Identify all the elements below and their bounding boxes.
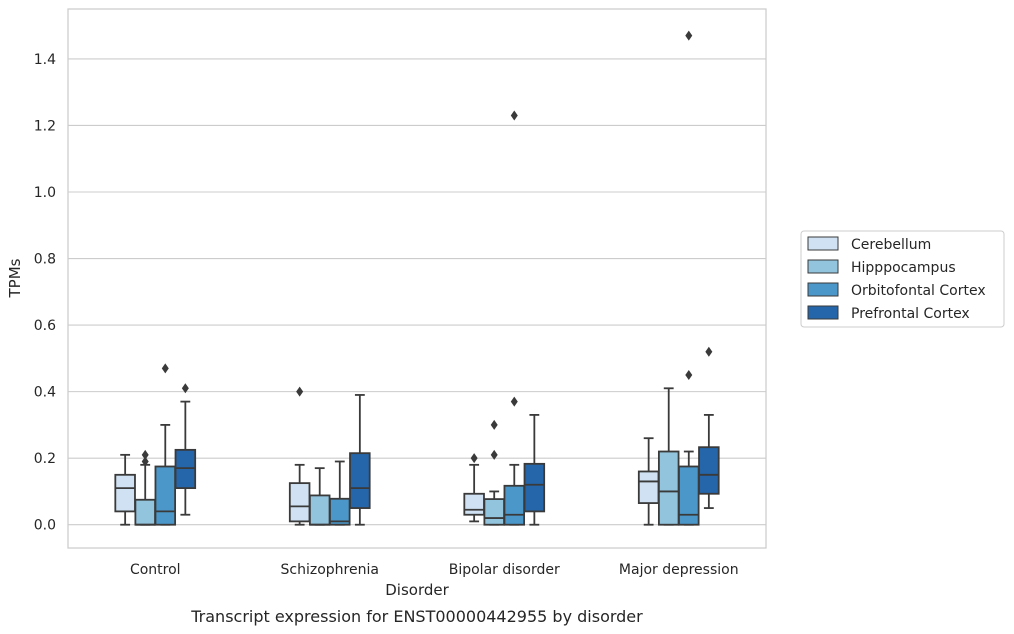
x-tick-label: Control [130, 562, 181, 578]
box-body [134, 498, 156, 526]
x-tick-label: Major depression [619, 562, 739, 578]
box [308, 467, 331, 526]
box [657, 387, 680, 526]
box-body [503, 484, 526, 526]
outlier-point [181, 383, 189, 394]
box [329, 460, 351, 526]
box-body [114, 473, 136, 513]
box-body [483, 498, 505, 526]
box-body [329, 497, 351, 526]
x-tick-labels: Control Schizophrenia Bipolar disorder Majo… [130, 562, 739, 578]
outlier-point [296, 386, 304, 397]
box [523, 414, 546, 526]
box [288, 386, 311, 526]
legend-swatch [807, 305, 839, 320]
y-tick-label: 0.8 [34, 252, 56, 268]
box-body [349, 452, 371, 509]
box-body [154, 465, 177, 526]
box-body [678, 465, 700, 526]
box-body [308, 494, 331, 526]
box [154, 363, 177, 526]
chart-caption: Transcript expression for ENST0000044295… [190, 607, 643, 626]
box-series [114, 30, 720, 526]
box [463, 453, 485, 523]
y-tick-label: 0.4 [34, 385, 56, 401]
outlier-point [490, 449, 498, 460]
y-tick-label: 0.0 [34, 518, 56, 534]
outlier-point [141, 456, 149, 467]
box-body [657, 450, 680, 526]
outlier-point [685, 30, 693, 41]
box [698, 346, 720, 509]
outlier-point [161, 363, 169, 374]
legend-frame [800, 230, 1005, 328]
legend-entry: Orbitofontal Cortex [851, 283, 986, 299]
outlier-point [141, 449, 149, 460]
outlier-point [510, 396, 518, 407]
y-tick-labels: 0.0 0.2 0.4 0.6 0.8 1.0 1.2 1.4 [34, 52, 56, 534]
x-axis-label: Disorder [385, 581, 449, 599]
box [483, 419, 505, 526]
outlier-point [470, 453, 478, 464]
y-tick-label: 1.4 [34, 52, 56, 68]
y-axis-label: TPMs [6, 258, 24, 298]
legend-swatch [807, 282, 839, 297]
box-body [698, 446, 720, 495]
legend-swatch [807, 259, 839, 274]
box-body [637, 470, 660, 504]
legend-entry: Cerebellum [851, 237, 931, 253]
box [678, 30, 700, 526]
box [637, 437, 660, 526]
legend: Cerebellum Hipppocampus Orbitofontal Corte… [800, 230, 1005, 328]
box [114, 453, 136, 526]
y-tick-label: 1.2 [34, 118, 56, 134]
plot-frame [67, 8, 767, 549]
outlier-point [510, 110, 518, 121]
outlier-point [490, 419, 498, 430]
box [174, 383, 197, 516]
box-body [463, 492, 485, 516]
box [503, 110, 526, 526]
y-tick-label: 0.6 [34, 318, 56, 334]
outlier-point [685, 369, 693, 380]
y-tick-label: 0.2 [34, 451, 56, 467]
box [349, 394, 371, 526]
x-tick-label: Schizophrenia [281, 562, 379, 578]
legend-swatch [807, 236, 839, 251]
legend-entry: Prefrontal Cortex [851, 306, 970, 322]
box-body [288, 482, 311, 523]
outlier-point [705, 346, 713, 357]
box [134, 449, 156, 526]
y-tick-label: 1.0 [34, 185, 56, 201]
box-body [523, 462, 546, 513]
x-tick-label: Bipolar disorder [449, 562, 560, 578]
legend-entry: Hipppocampus [851, 260, 956, 276]
